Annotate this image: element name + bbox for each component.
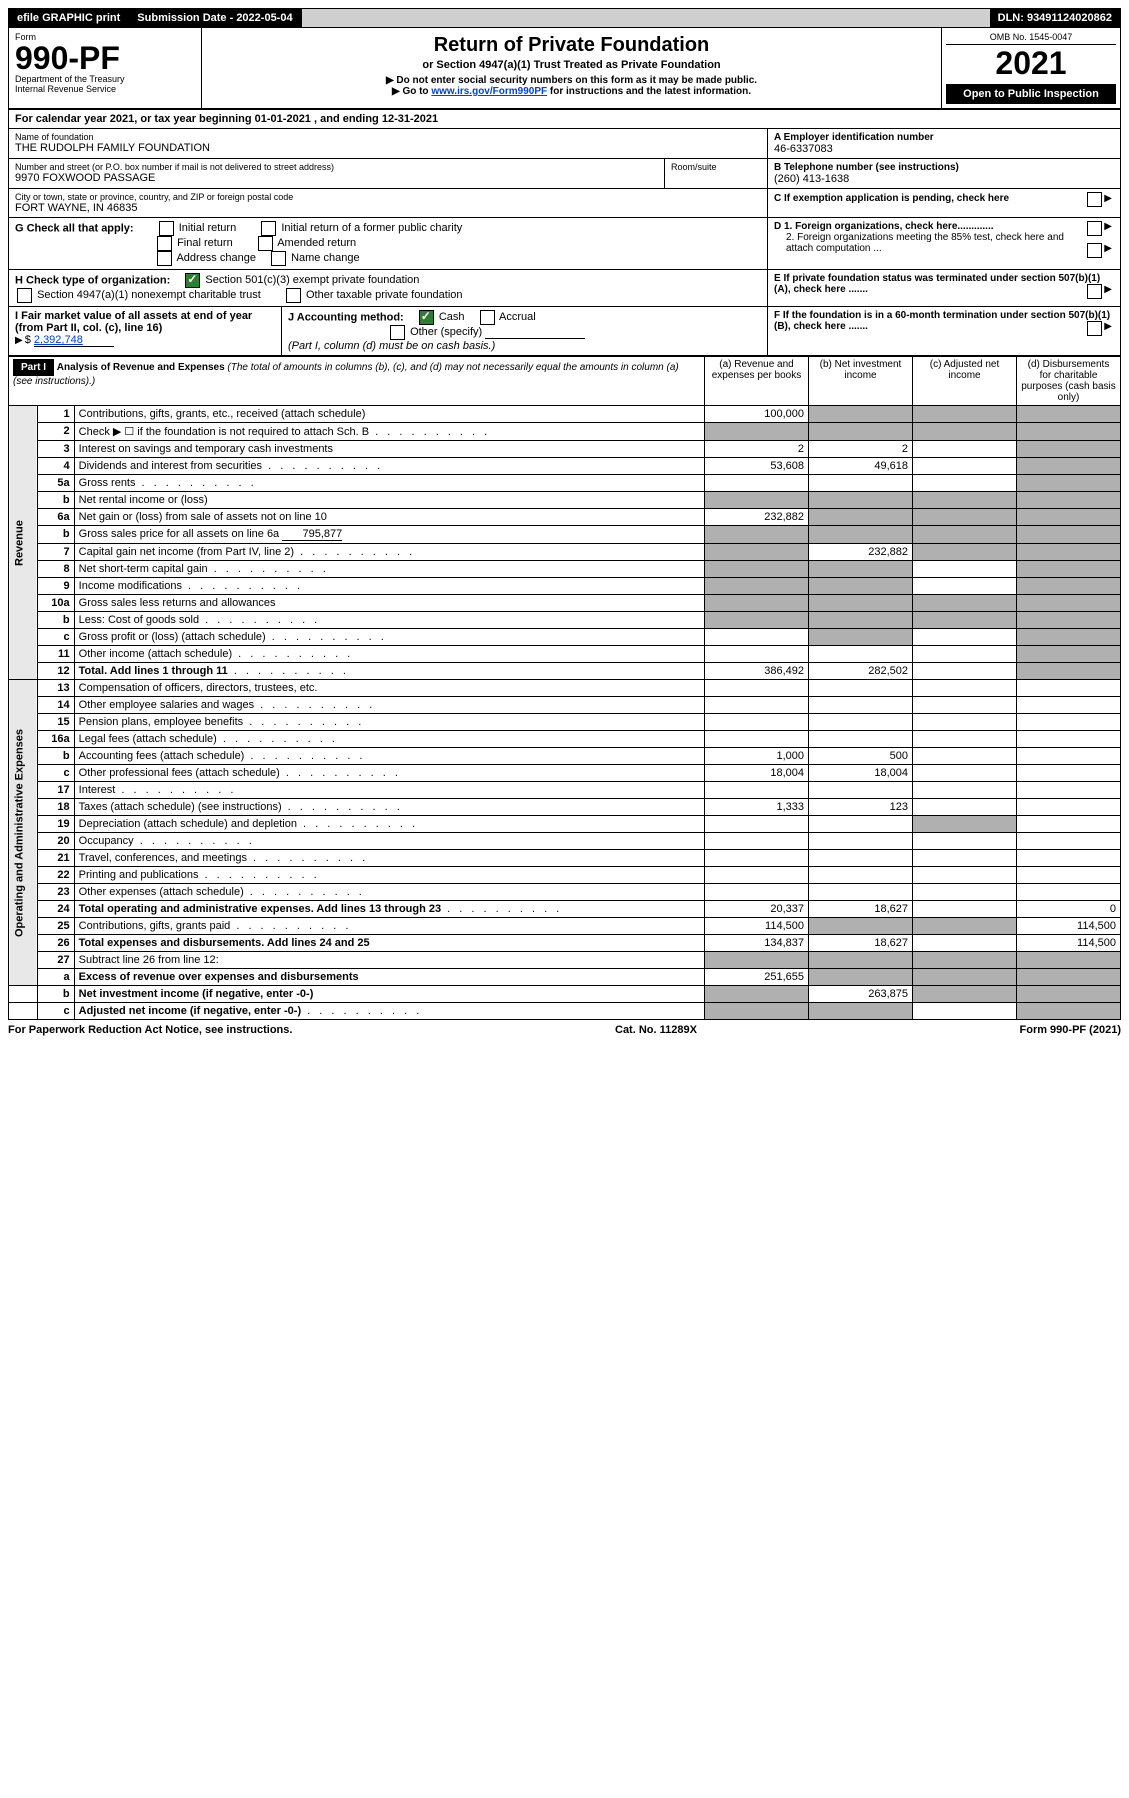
g-initial-former[interactable] — [261, 221, 276, 236]
submission-date: Submission Date - 2022-05-04 — [129, 9, 301, 27]
ein-label: A Employer identification number — [774, 132, 1114, 143]
efile-label: efile GRAPHIC print — [9, 9, 129, 27]
footer-mid: Cat. No. 11289X — [615, 1024, 697, 1036]
footer-left: For Paperwork Reduction Act Notice, see … — [8, 1024, 292, 1036]
j-note: (Part I, column (d) must be on cash basi… — [288, 340, 495, 352]
d1-label: D 1. Foreign organizations, check here..… — [774, 221, 994, 232]
arrow-icon — [1104, 192, 1114, 204]
tax-period: For calendar year 2021, or tax year begi… — [8, 110, 1121, 129]
open-public: Open to Public Inspection — [946, 84, 1116, 104]
footer: For Paperwork Reduction Act Notice, see … — [8, 1020, 1121, 1040]
g-address[interactable] — [157, 251, 172, 266]
h-label: H Check type of organization: — [15, 274, 170, 286]
h-other[interactable] — [286, 288, 301, 303]
c-label: C If exemption application is pending, c… — [774, 193, 1009, 204]
d2-checkbox[interactable] — [1087, 243, 1102, 258]
note-link: ▶ Go to www.irs.gov/Form990PF for instru… — [212, 86, 931, 97]
ein: 46-6337083 — [774, 143, 1114, 155]
form-header: Form 990-PF Department of the Treasury I… — [8, 28, 1121, 110]
g-name[interactable] — [271, 251, 286, 266]
revenue-label: Revenue — [9, 406, 38, 680]
c-checkbox[interactable] — [1087, 192, 1102, 207]
part1-badge: Part I — [13, 359, 54, 376]
f-checkbox[interactable] — [1087, 321, 1102, 336]
expenses-label: Operating and Administrative Expenses — [9, 680, 38, 986]
dept: Department of the Treasury — [15, 74, 195, 84]
col-a: (a) Revenue and expenses per books — [705, 357, 809, 406]
phone: (260) 413-1638 — [774, 173, 1114, 185]
irs: Internal Revenue Service — [15, 84, 195, 94]
omb: OMB No. 1545-0047 — [946, 32, 1116, 45]
addr-label: Number and street (or P.O. box number if… — [15, 162, 658, 172]
f-label: F If the foundation is in a 60-month ter… — [774, 310, 1110, 332]
dln: DLN: 93491124020862 — [990, 9, 1120, 27]
g-label: G Check all that apply: — [15, 222, 134, 234]
room-label: Room/suite — [671, 162, 761, 172]
e-label: E If private foundation status was termi… — [774, 273, 1100, 295]
tax-year: 2021 — [946, 45, 1116, 82]
address: 9970 FOXWOOD PASSAGE — [15, 172, 658, 184]
g-final[interactable] — [157, 236, 172, 251]
j-label: J Accounting method: — [288, 311, 404, 323]
d1-checkbox[interactable] — [1087, 221, 1102, 236]
h-501c3[interactable] — [185, 273, 200, 288]
city: FORT WAYNE, IN 46835 — [15, 202, 761, 214]
g-amended[interactable] — [258, 236, 273, 251]
col-d: (d) Disbursements for charitable purpose… — [1017, 357, 1121, 406]
form-subtitle: or Section 4947(a)(1) Trust Treated as P… — [212, 59, 931, 71]
note-ssn: ▶ Do not enter social security numbers o… — [212, 75, 931, 86]
phone-label: B Telephone number (see instructions) — [774, 162, 1114, 173]
part1-table: Part I Analysis of Revenue and Expenses … — [8, 356, 1121, 1020]
e-checkbox[interactable] — [1087, 284, 1102, 299]
h-4947[interactable] — [17, 288, 32, 303]
g-initial[interactable] — [159, 221, 174, 236]
name-label: Name of foundation — [15, 132, 761, 142]
footer-right: Form 990-PF (2021) — [1020, 1024, 1121, 1036]
d2-label: 2. Foreign organizations meeting the 85%… — [786, 232, 1064, 254]
form-number: 990-PF — [15, 42, 195, 74]
irs-link[interactable]: www.irs.gov/Form990PF — [431, 86, 547, 97]
form-title: Return of Private Foundation — [212, 34, 931, 57]
i-value[interactable]: 2,392,748 — [34, 334, 114, 347]
col-c: (c) Adjusted net income — [913, 357, 1017, 406]
part1-title: Analysis of Revenue and Expenses — [57, 362, 225, 373]
efile-topbar: efile GRAPHIC print Submission Date - 20… — [8, 8, 1121, 28]
j-other[interactable] — [390, 325, 405, 340]
i-label: I Fair market value of all assets at end… — [15, 310, 252, 334]
city-label: City or town, state or province, country… — [15, 192, 761, 202]
foundation-name: THE RUDOLPH FAMILY FOUNDATION — [15, 142, 761, 154]
j-cash[interactable] — [419, 310, 434, 325]
col-b: (b) Net investment income — [809, 357, 913, 406]
j-accrual[interactable] — [480, 310, 495, 325]
